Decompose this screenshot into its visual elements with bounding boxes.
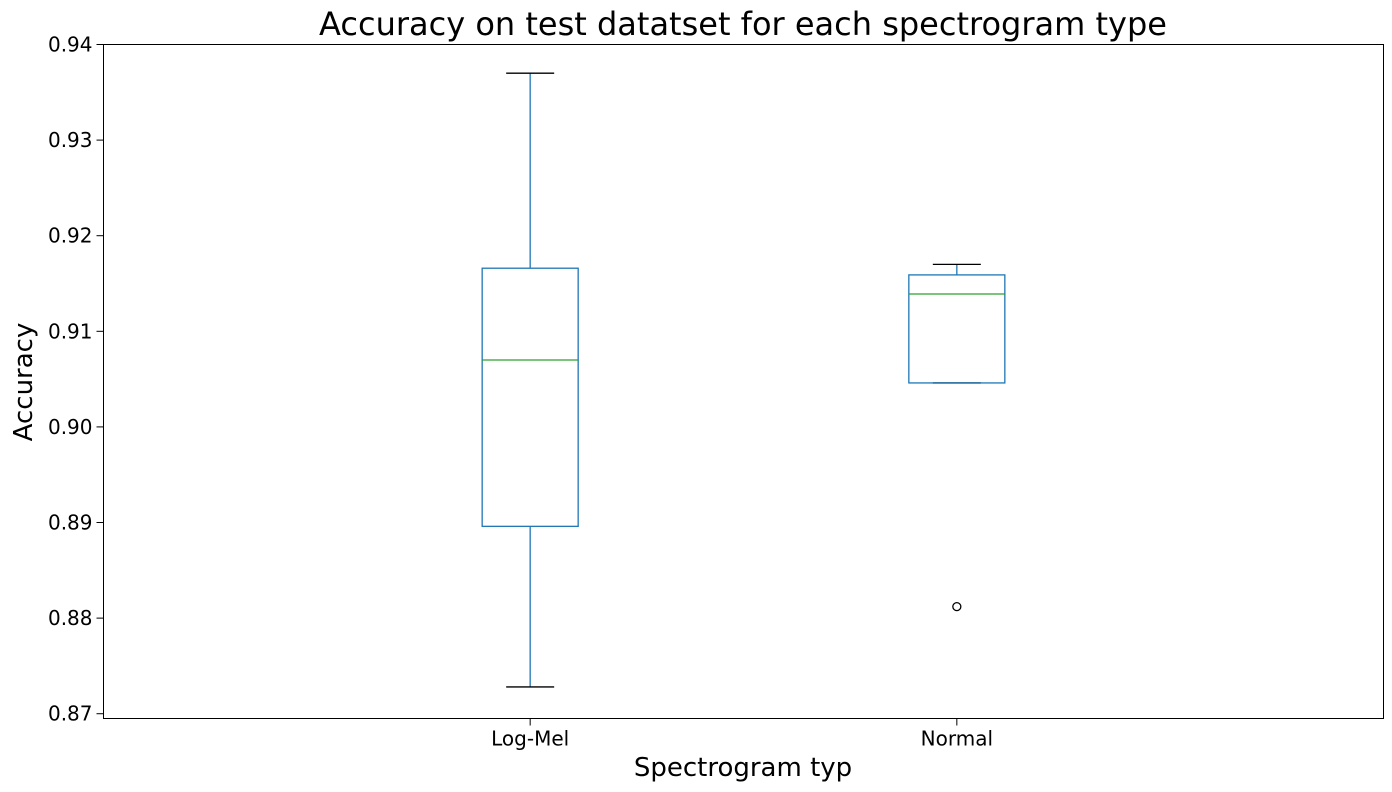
y-tick-label: 0.92	[48, 224, 93, 248]
box-group-normal	[908, 263, 1006, 612]
y-tick-label: 0.90	[48, 415, 93, 439]
plot-frame	[103, 44, 1384, 719]
y-tick-label: 0.87	[48, 702, 93, 726]
y-axis: 0.87 0.88 0.89 0.90 0.91 0.92 0.93 0.94	[48, 33, 104, 726]
box-iqr	[908, 274, 1006, 384]
outlier-point	[952, 601, 962, 612]
y-tick-label: 0.93	[48, 128, 93, 152]
x-axis-label: Spectrogram typ	[634, 753, 852, 783]
y-tick-label: 0.89	[48, 511, 93, 535]
x-tick-label: Normal	[921, 727, 993, 751]
plot-area	[481, 72, 1006, 688]
y-axis-label: Accuracy	[9, 323, 39, 442]
y-tick-label: 0.91	[48, 319, 93, 343]
box-group-log-mel	[481, 72, 579, 688]
x-axis: Log-Mel Normal	[491, 718, 993, 751]
box-iqr	[481, 267, 579, 527]
chart-title: Accuracy on test datatset for each spect…	[319, 5, 1167, 43]
x-tick-label: Log-Mel	[491, 727, 569, 751]
y-tick-label: 0.94	[48, 33, 93, 57]
y-tick-label: 0.88	[48, 606, 93, 630]
